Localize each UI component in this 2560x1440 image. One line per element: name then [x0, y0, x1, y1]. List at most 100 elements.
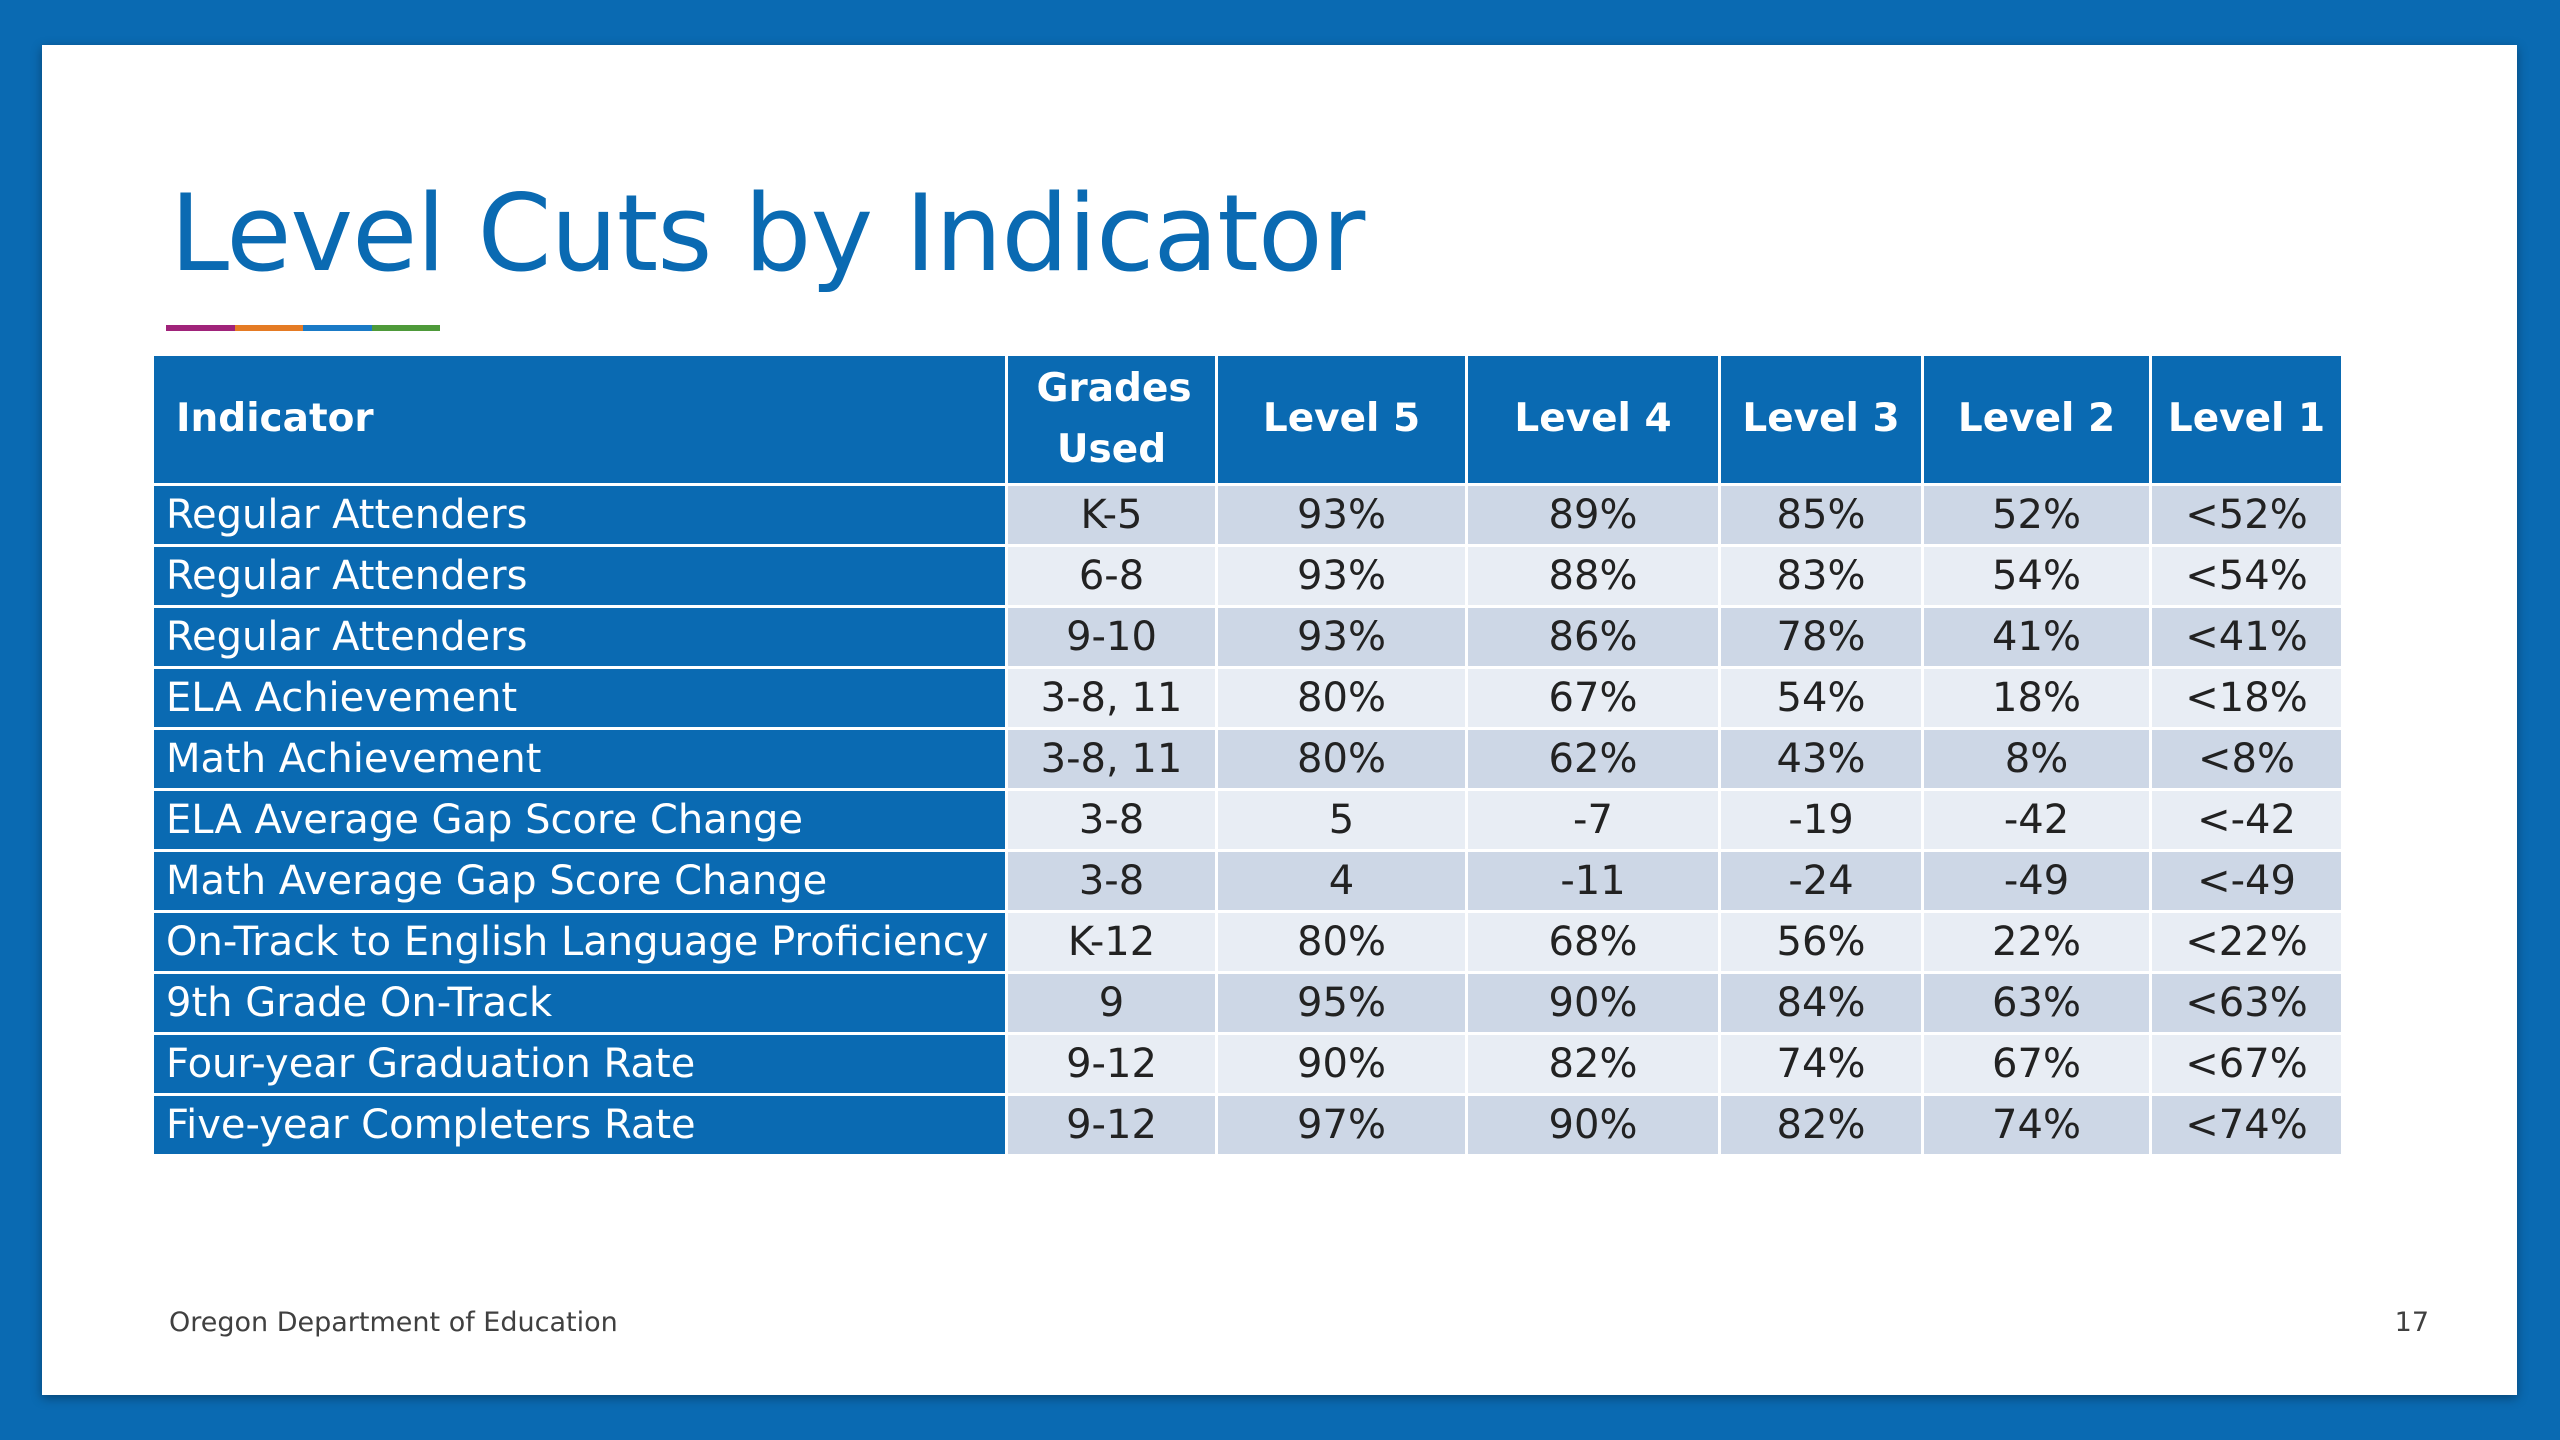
cell-level-3: 74% [1718, 1032, 1924, 1096]
table-row: ELA Average Gap Score Change 3-8 5 -7 -19 -42… [151, 788, 2344, 852]
cell-indicator: ELA Achievement [151, 666, 1008, 730]
cell-level-1: <-49 [2149, 849, 2344, 913]
cell-grades: 3-8 [1005, 788, 1218, 852]
cell-indicator: Regular Attenders [151, 544, 1008, 608]
table-row: Five-year Completers Rate 9-12 97% 90% 82% 74… [151, 1093, 2344, 1157]
column-header-indicator: Indicator [151, 353, 1008, 486]
cell-indicator: Five-year Completers Rate [151, 1093, 1008, 1157]
cell-level-1: <67% [2149, 1032, 2344, 1096]
cell-grades: 3-8, 11 [1005, 727, 1218, 791]
cell-level-1: <54% [2149, 544, 2344, 608]
cell-indicator: Four-year Graduation Rate [151, 1032, 1008, 1096]
cell-indicator: ELA Average Gap Score Change [151, 788, 1008, 852]
cell-level-3: 85% [1718, 483, 1924, 547]
cell-grades: K-12 [1005, 910, 1218, 974]
cell-level-2: 67% [1921, 1032, 2152, 1096]
cell-indicator: Math Achievement [151, 727, 1008, 791]
cell-level-3: 56% [1718, 910, 1924, 974]
cell-indicator: On-Track to English Language Proficiency [151, 910, 1008, 974]
cell-level-3: -24 [1718, 849, 1924, 913]
cell-level-2: -42 [1921, 788, 2152, 852]
cell-level-3: 82% [1718, 1093, 1924, 1157]
table-row: Regular Attenders 9-10 93% 86% 78% 41% <41% [151, 605, 2344, 669]
cell-level-2: 8% [1921, 727, 2152, 791]
cell-level-3: 43% [1718, 727, 1924, 791]
cell-level-1: <52% [2149, 483, 2344, 547]
cell-level-5: 80% [1215, 727, 1468, 791]
cell-level-1: <63% [2149, 971, 2344, 1035]
cell-level-3: -19 [1718, 788, 1924, 852]
cell-level-5: 80% [1215, 910, 1468, 974]
table-row: Four-year Graduation Rate 9-12 90% 82% 74% 67… [151, 1032, 2344, 1096]
cell-level-5: 80% [1215, 666, 1468, 730]
cell-level-5: 95% [1215, 971, 1468, 1035]
column-header-level-2: Level 2 [1921, 353, 2152, 486]
cell-level-4: 68% [1465, 910, 1721, 974]
table-row: Regular Attenders K-5 93% 89% 85% 52% <52% [151, 483, 2344, 547]
cell-level-5: 90% [1215, 1032, 1468, 1096]
table-header-row: Indicator Grades Used Level 5 Level 4 Le… [151, 353, 2344, 486]
cell-level-5: 5 [1215, 788, 1468, 852]
cell-level-2: 41% [1921, 605, 2152, 669]
cell-level-4: 89% [1465, 483, 1721, 547]
cell-level-5: 97% [1215, 1093, 1468, 1157]
cell-grades: 3-8, 11 [1005, 666, 1218, 730]
table-row: Math Achievement 3-8, 11 80% 62% 43% 8% <8% [151, 727, 2344, 791]
column-header-level-4: Level 4 [1465, 353, 1721, 486]
cell-grades: 9 [1005, 971, 1218, 1035]
cell-level-3: 84% [1718, 971, 1924, 1035]
cell-level-4: -11 [1465, 849, 1721, 913]
footer-organization: Oregon Department of Education [169, 1307, 618, 1338]
cell-indicator: Regular Attenders [151, 605, 1008, 669]
cell-level-2: 54% [1921, 544, 2152, 608]
cell-grades: 6-8 [1005, 544, 1218, 608]
cell-level-5: 93% [1215, 605, 1468, 669]
accent-segment [166, 325, 235, 331]
accent-segment [234, 325, 303, 331]
cell-level-3: 54% [1718, 666, 1924, 730]
table-row: ELA Achievement 3-8, 11 80% 67% 54% 18% <18% [151, 666, 2344, 730]
table-body: Regular Attenders K-5 93% 89% 85% 52% <52% Regu… [151, 483, 2344, 1157]
cell-level-3: 78% [1718, 605, 1924, 669]
level-cuts-table: Indicator Grades Used Level 5 Level 4 Le… [151, 353, 2344, 1157]
table-row: Math Average Gap Score Change 3-8 4 -11 -24-… [151, 849, 2344, 913]
grades-used-label: Grades Used [1036, 366, 1192, 472]
cell-level-5: 93% [1215, 483, 1468, 547]
cell-level-4: 86% [1465, 605, 1721, 669]
cell-level-1: <22% [2149, 910, 2344, 974]
column-header-grades-used: Grades Used [1005, 353, 1218, 486]
cell-level-2: -49 [1921, 849, 2152, 913]
title-accent-bar [166, 325, 440, 331]
cell-level-5: 93% [1215, 544, 1468, 608]
cell-level-1: <41% [2149, 605, 2344, 669]
cell-level-1: <8% [2149, 727, 2344, 791]
table-row: Regular Attenders 6-8 93% 88% 83% 54% <54% [151, 544, 2344, 608]
cell-indicator: Regular Attenders [151, 483, 1008, 547]
accent-segment [371, 325, 440, 331]
table-row: On-Track to English Language Proficiency… [151, 910, 2344, 974]
column-header-level-5: Level 5 [1215, 353, 1468, 486]
cell-indicator: 9th Grade On-Track [151, 971, 1008, 1035]
cell-grades: 3-8 [1005, 849, 1218, 913]
cell-level-2: 52% [1921, 483, 2152, 547]
cell-level-4: -7 [1465, 788, 1721, 852]
cell-level-2: 63% [1921, 971, 2152, 1035]
slide: Level Cuts by Indicator Indicator Grades… [42, 45, 2517, 1395]
cell-grades: 9-12 [1005, 1032, 1218, 1096]
cell-level-4: 82% [1465, 1032, 1721, 1096]
column-header-level-3: Level 3 [1718, 353, 1924, 486]
cell-level-5: 4 [1215, 849, 1468, 913]
cell-level-3: 83% [1718, 544, 1924, 608]
cell-level-2: 22% [1921, 910, 2152, 974]
cell-level-4: 67% [1465, 666, 1721, 730]
cell-level-4: 88% [1465, 544, 1721, 608]
table-row: 9th Grade On-Track 9 95% 90% 84% 63% <63% [151, 971, 2344, 1035]
cell-level-4: 90% [1465, 971, 1721, 1035]
cell-level-1: <74% [2149, 1093, 2344, 1157]
cell-grades: K-5 [1005, 483, 1218, 547]
cell-level-1: <18% [2149, 666, 2344, 730]
cell-level-2: 74% [1921, 1093, 2152, 1157]
cell-grades: 9-10 [1005, 605, 1218, 669]
cell-level-4: 90% [1465, 1093, 1721, 1157]
accent-segment [303, 325, 372, 331]
